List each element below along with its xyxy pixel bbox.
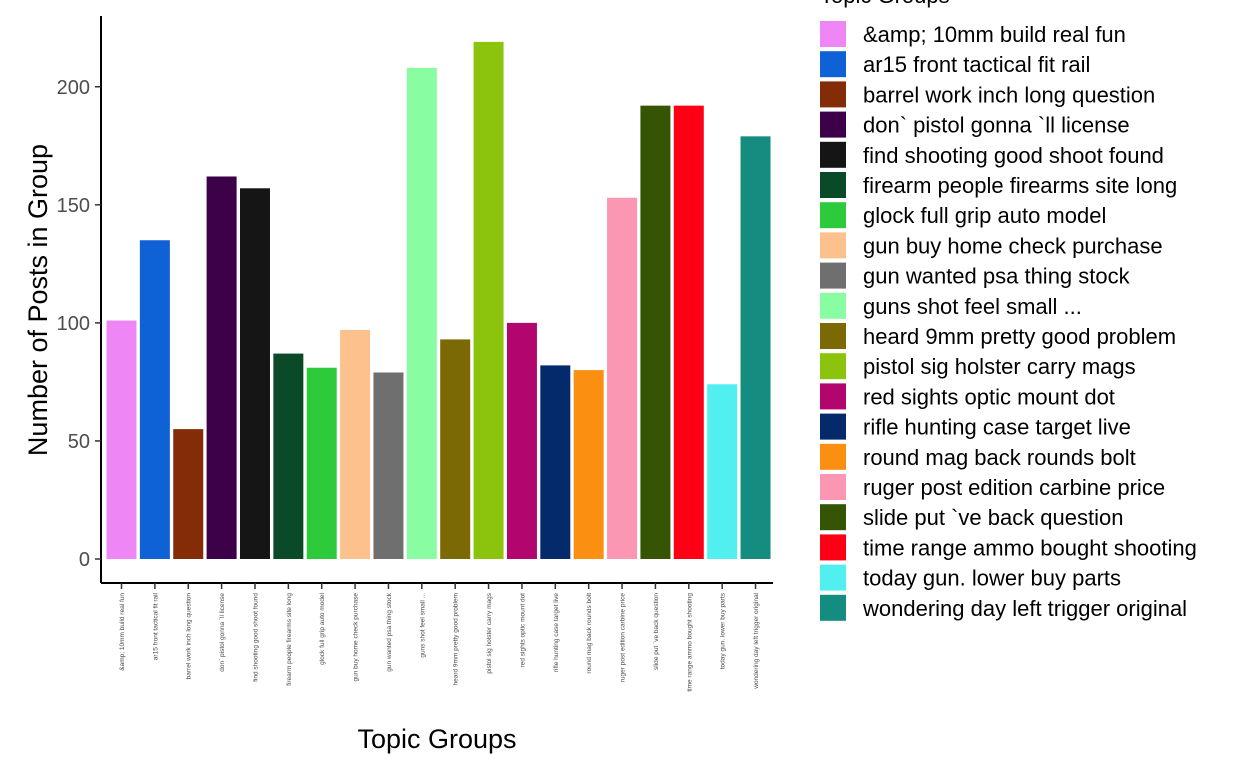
legend: Topic Groups &amp; 10mm build real fun ar… bbox=[820, 0, 1197, 621]
legend-label: slide put `ve back question bbox=[863, 505, 1124, 530]
x-tick-label: pistol sig holster carry mags bbox=[486, 592, 493, 673]
bar bbox=[340, 329, 371, 559]
x-tick-label: firearm people firearms site long bbox=[286, 593, 293, 686]
legend-swatch bbox=[820, 504, 846, 531]
legend-swatch bbox=[820, 383, 846, 410]
legend-swatch bbox=[820, 474, 846, 500]
x-tick-label: red sights optic mount dot bbox=[519, 593, 526, 668]
legend-label: firearm people firearms site long bbox=[863, 173, 1177, 198]
legend-label: gun wanted psa thing stock bbox=[863, 264, 1131, 289]
bar bbox=[373, 372, 404, 559]
legend-swatch bbox=[820, 202, 846, 229]
legend-label: find shooting good shoot found bbox=[863, 143, 1164, 168]
y-tick-label: 100 bbox=[57, 313, 90, 335]
x-tick-label: heard 9mm pretty good problem bbox=[453, 593, 460, 686]
x-axis: &amp; 10mm build real fun ar15 front tact… bbox=[101, 582, 773, 692]
y-tick-label: 50 bbox=[68, 431, 90, 453]
legend-label: &amp; 10mm build real fun bbox=[863, 22, 1126, 47]
bar bbox=[573, 370, 604, 559]
bar bbox=[640, 105, 671, 560]
x-tick-label: ruger post edition carbine price bbox=[620, 593, 627, 683]
legend-swatch bbox=[820, 564, 846, 591]
bar bbox=[406, 67, 437, 560]
legend-label: round mag back rounds bolt bbox=[863, 445, 1136, 470]
bar bbox=[506, 322, 537, 559]
y-tick-label: 200 bbox=[57, 77, 90, 99]
legend-swatch bbox=[820, 21, 846, 47]
x-tick-label: gun wanted psa thing stock bbox=[386, 592, 393, 672]
legend-label: today gun. lower buy parts bbox=[863, 566, 1121, 591]
legend-swatch bbox=[820, 262, 846, 289]
legend-label: heard 9mm pretty good problem bbox=[863, 324, 1176, 349]
legend-swatch bbox=[820, 111, 846, 138]
bar bbox=[173, 429, 204, 559]
legend-items: &amp; 10mm build real fun ar15 front tact… bbox=[820, 21, 1197, 621]
bar bbox=[740, 136, 771, 559]
x-tick-label: don` pistol gonna `ll license bbox=[219, 593, 226, 672]
legend-label: gun buy home check purchase bbox=[863, 233, 1163, 258]
legend-label: barrel work inch long question bbox=[863, 82, 1155, 107]
legend-swatch bbox=[820, 81, 846, 108]
legend-label: red sights optic mount dot bbox=[863, 384, 1115, 409]
bar bbox=[673, 105, 704, 560]
legend-label: wondering day left trigger original bbox=[862, 596, 1187, 621]
bar bbox=[306, 367, 337, 559]
legend-swatch bbox=[820, 141, 846, 168]
bar bbox=[540, 365, 571, 559]
legend-swatch bbox=[820, 353, 846, 380]
legend-swatch bbox=[820, 534, 846, 561]
x-axis-title: Topic Groups bbox=[357, 724, 516, 754]
x-tick-label: barrel work inch long question bbox=[186, 593, 193, 680]
legend-label: guns shot feel small ... bbox=[863, 294, 1082, 319]
legend-swatch bbox=[820, 443, 846, 470]
bar bbox=[440, 339, 471, 559]
legend-swatch bbox=[820, 51, 846, 78]
y-tick-label: 0 bbox=[79, 549, 90, 571]
y-axis-title: Number of Posts in Group bbox=[23, 144, 53, 456]
legend-swatch bbox=[820, 232, 846, 259]
legend-title: Topic Groups bbox=[820, 0, 950, 8]
legend-swatch bbox=[820, 323, 846, 349]
x-tick-label: find shooting good shoot found bbox=[252, 593, 259, 682]
bar bbox=[273, 353, 304, 559]
legend-label: ar15 front tactical fit rail bbox=[863, 52, 1090, 77]
x-tick-label: slide put `ve back question bbox=[653, 593, 660, 670]
bar bbox=[707, 384, 738, 559]
y-tick-label: 150 bbox=[57, 195, 90, 217]
bar bbox=[239, 188, 270, 560]
x-tick-label: glock full grip auto model bbox=[319, 592, 326, 664]
x-tick-label: &amp; 10mm build real fun bbox=[119, 593, 126, 671]
legend-label: rifle hunting case target live bbox=[863, 415, 1131, 440]
legend-label: ruger post edition carbine price bbox=[863, 475, 1165, 500]
bar bbox=[206, 176, 237, 560]
legend-label: time range ammo bought shooting bbox=[863, 535, 1197, 560]
x-tick-label: time range ammo bought shooting bbox=[686, 593, 693, 692]
legend-label: pistol sig holster carry mags bbox=[863, 354, 1136, 379]
x-tick-label: round mag back rounds bolt bbox=[586, 593, 593, 674]
legend-swatch bbox=[820, 594, 846, 621]
x-tick-label: ar15 front tactical fit rail bbox=[152, 592, 159, 660]
y-axis: 0 50 100 150 200 bbox=[57, 16, 102, 583]
legend-swatch bbox=[820, 413, 846, 440]
bar bbox=[473, 41, 504, 559]
x-tick-label: rifle hunting case target live bbox=[553, 593, 560, 673]
plot-area bbox=[106, 41, 771, 560]
x-tick-label: today gun. lower buy parts bbox=[720, 592, 727, 669]
bar bbox=[139, 240, 170, 560]
legend-label: glock full grip auto model bbox=[863, 203, 1106, 228]
x-tick-label: gun buy home check purchase bbox=[353, 593, 360, 682]
x-tick-label: guns shot feel small ... bbox=[419, 593, 426, 658]
legend-swatch bbox=[820, 172, 846, 198]
bar bbox=[607, 197, 638, 560]
legend-swatch bbox=[820, 292, 846, 319]
bar bbox=[106, 320, 137, 559]
legend-label: don` pistol gonna `ll license bbox=[863, 113, 1130, 138]
x-tick-label: wondering day left trigger original bbox=[753, 592, 760, 689]
